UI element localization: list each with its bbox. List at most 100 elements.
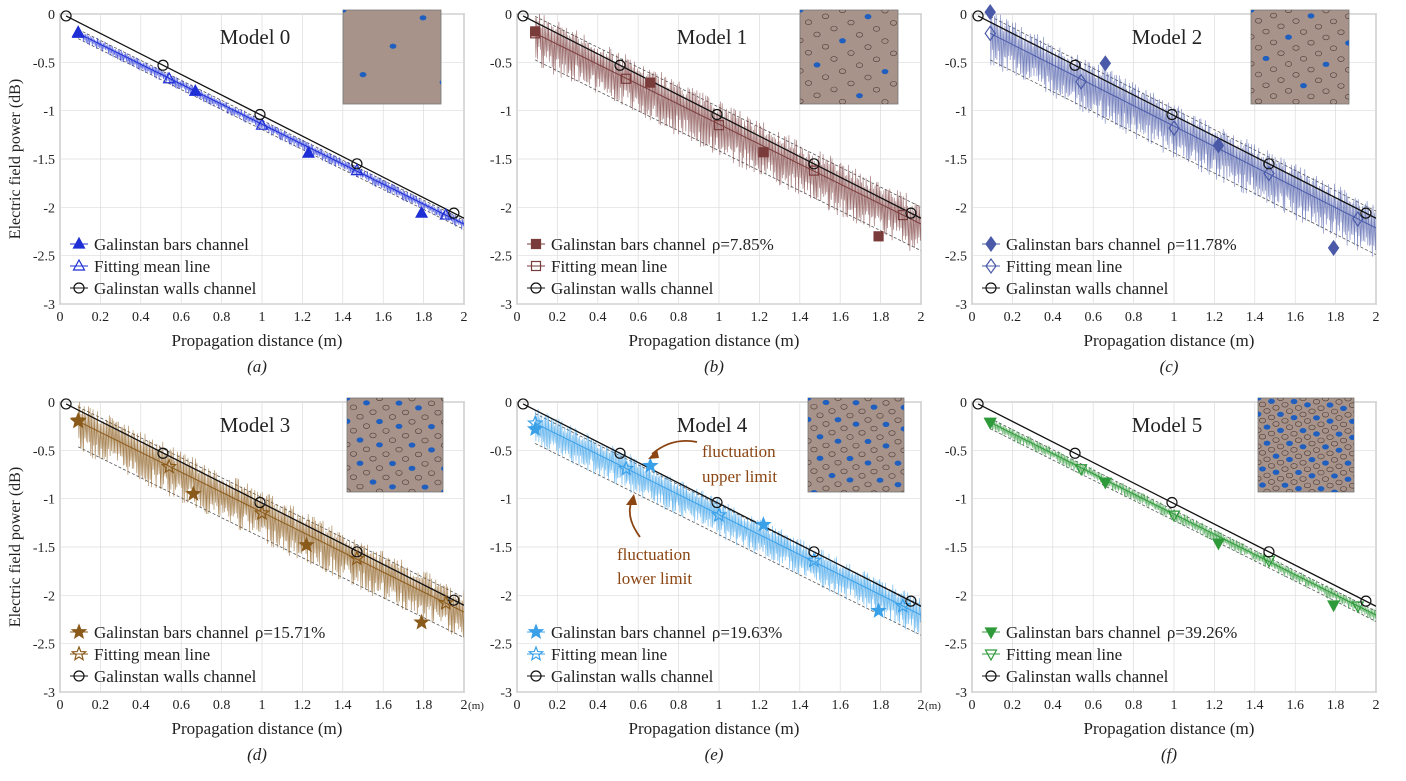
- walls-channel-point: [1263, 158, 1275, 170]
- fitting-mean-line: [534, 422, 921, 616]
- galinstan-bar: [395, 423, 403, 429]
- galinstan-bar: [1349, 434, 1354, 441]
- hole: [408, 419, 416, 425]
- hole: [1331, 424, 1339, 431]
- mean-line-point: [710, 506, 728, 523]
- hole: [1317, 453, 1325, 460]
- fitting-mean-line: [534, 32, 921, 225]
- y-tick-label: -0.5: [33, 444, 55, 459]
- hole: [356, 414, 364, 420]
- galinstan-bar: [1308, 457, 1316, 463]
- mean-line-point: [620, 73, 632, 84]
- galinstan-bar: [1263, 424, 1271, 430]
- hole: [810, 446, 818, 453]
- legend-marker: [73, 670, 85, 682]
- hole: [847, 392, 853, 397]
- hole: [822, 421, 830, 427]
- hole: [1292, 98, 1300, 104]
- hole: [864, 74, 872, 81]
- hole: [1330, 45, 1338, 51]
- x-tick-label: 2: [1373, 698, 1380, 713]
- hole: [1313, 447, 1321, 453]
- hole: [1331, 441, 1339, 447]
- panel-caption: (e): [705, 745, 724, 764]
- hole: [889, 20, 897, 26]
- mean-line-point: [713, 120, 725, 131]
- hole: [356, 483, 364, 490]
- hole: [1277, 476, 1285, 482]
- hole: [1345, 67, 1349, 73]
- fluctuation-lower-limit: [78, 446, 464, 638]
- hole: [846, 434, 854, 440]
- hole: [852, 442, 860, 449]
- hole: [1277, 459, 1285, 466]
- galinstan-bar: [428, 447, 435, 453]
- hole: [830, 86, 838, 93]
- hole: [1331, 457, 1339, 463]
- galinstan-bar: [376, 442, 383, 448]
- galinstan-bar: [1262, 55, 1270, 62]
- galinstan-bar: [1304, 402, 1311, 408]
- hole: [1264, 392, 1270, 397]
- galinstan-bar: [1263, 440, 1271, 446]
- y-tick-label: 0: [960, 396, 967, 411]
- hole: [1290, 463, 1298, 469]
- hole: [1337, 29, 1345, 35]
- hole: [1270, 66, 1278, 72]
- galinstan-bar: [1251, 10, 1255, 13]
- hole: [434, 433, 442, 439]
- hole: [855, 32, 863, 38]
- hole: [1290, 431, 1298, 437]
- hole: [1270, 12, 1278, 19]
- x-tick-label: 1.8: [1327, 698, 1345, 713]
- hole: [1259, 401, 1267, 408]
- mean-line-point: [1168, 120, 1180, 137]
- hole: [1281, 418, 1289, 424]
- hole: [813, 92, 821, 99]
- hole: [1268, 430, 1276, 437]
- hole: [840, 447, 848, 453]
- galinstan-bar: [1326, 402, 1334, 408]
- bars-channel-point: [645, 77, 656, 88]
- hole: [1307, 93, 1315, 100]
- galinstan-bar: [1308, 473, 1316, 479]
- galinstan-bar: [1313, 431, 1320, 437]
- hole: [1272, 421, 1280, 427]
- hole: [840, 425, 848, 432]
- hole: [382, 474, 390, 481]
- fitting-mean-line: [77, 420, 464, 613]
- hole: [1263, 488, 1271, 492]
- hole: [1277, 398, 1284, 401]
- galinstan-bar: [1259, 482, 1266, 488]
- hole: [821, 44, 829, 50]
- hole: [839, 10, 846, 14]
- legend-label: Galinstan walls channel: [94, 279, 257, 298]
- hole: [847, 80, 855, 87]
- x-tick-label: 1.6: [831, 698, 849, 713]
- hole: [1326, 450, 1334, 457]
- galinstan-bar: [882, 421, 890, 427]
- walls-channel-point: [254, 108, 266, 121]
- hole: [847, 19, 855, 26]
- x-tick-label: 1: [716, 310, 723, 325]
- legend-label: Galinstan walls channel: [551, 279, 714, 298]
- y-tick-label: -3: [955, 298, 967, 313]
- walls-channel-point: [60, 398, 72, 410]
- x-tick-label: 2: [918, 310, 925, 325]
- hole: [434, 409, 442, 416]
- hole: [1322, 398, 1329, 402]
- hole: [881, 10, 889, 14]
- hole: [876, 456, 884, 462]
- bars-channel-point: [1099, 55, 1112, 72]
- y-tick-label: -2.5: [490, 250, 512, 265]
- x-tick-label: 0: [57, 698, 64, 713]
- hole: [347, 465, 351, 471]
- legend-label: Galinstan bars channel: [94, 623, 249, 642]
- annotation-arrowhead-lower: [626, 494, 637, 505]
- bars-channel-point: [1212, 137, 1225, 154]
- hole: [800, 98, 804, 104]
- galinstan-bar: [852, 421, 860, 427]
- x-tick-label: 1: [259, 310, 266, 325]
- hole: [427, 470, 435, 476]
- x-tick-label: 1.4: [791, 310, 809, 325]
